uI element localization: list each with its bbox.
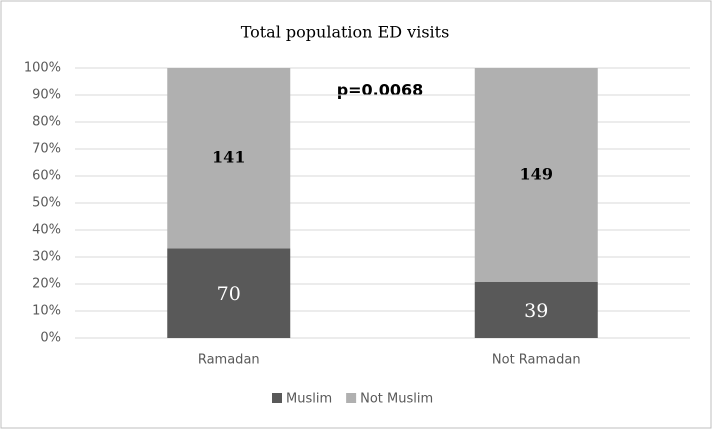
bar-segment (474, 281, 598, 338)
legend-label: Muslim (286, 392, 332, 407)
annotation: p=0.0068 (337, 81, 424, 100)
y-tick-label: 100% (24, 61, 61, 76)
y-tick-label: 30% (32, 250, 61, 265)
y-tick-label: 0% (40, 331, 61, 346)
y-tick-label: 20% (32, 277, 61, 292)
data-label: 149 (520, 164, 553, 183)
data-label: 141 (212, 148, 245, 167)
y-tick-label: 80% (32, 115, 61, 130)
bar-segment (474, 68, 598, 282)
bar-segment (167, 248, 291, 338)
legend-swatch (346, 393, 357, 403)
y-tick-label: 40% (32, 223, 61, 238)
y-tick-label: 10% (32, 304, 61, 319)
x-tick-label: Not Ramadan (492, 353, 581, 368)
bar-segment (167, 68, 291, 249)
y-tick-label: 50% (32, 196, 61, 211)
y-tick-label: 70% (32, 142, 61, 157)
y-tick-label: 90% (32, 88, 61, 103)
x-tick-label: Ramadan (198, 353, 260, 368)
data-label: 70 (217, 283, 241, 305)
chart-title: Total population ED visits (241, 23, 450, 42)
data-label: 39 (524, 300, 548, 322)
legend-label: Not Muslim (360, 392, 433, 407)
legend-swatch (272, 393, 282, 403)
y-tick-label: 60% (32, 169, 61, 184)
